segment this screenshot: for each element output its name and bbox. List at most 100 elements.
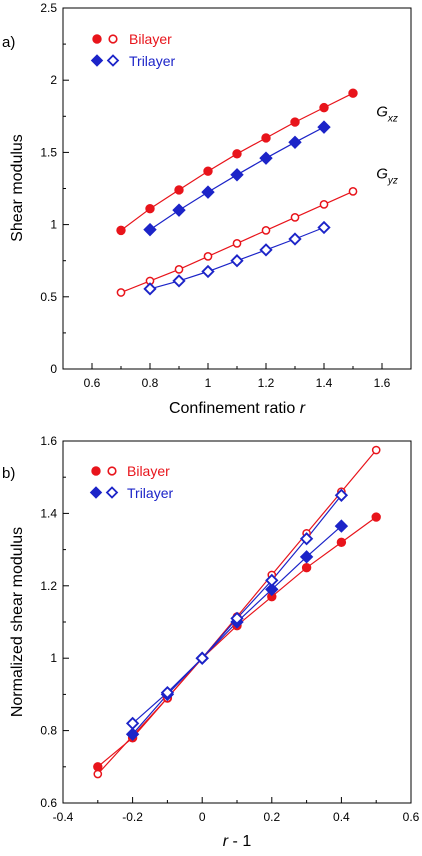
y-tick-label: 0.6 — [40, 796, 57, 810]
data-point-trilayer-xz — [334, 519, 349, 533]
legend-bilayer-filled-marker — [91, 466, 101, 476]
panel-a-chart: a) 0.6 0.8 1 1.2 1.4 1.600.511.522.5 Gxz Gyz … — [2, 1, 412, 417]
legend-trilayer-filled-marker — [90, 54, 104, 67]
x-tick-label: 0.8 — [142, 376, 159, 390]
panel-a-x-axis-label: Confinement ratio r — [169, 400, 306, 417]
y-tick-label: 0.5 — [40, 290, 57, 304]
data-point-trilayer-xz — [317, 120, 331, 134]
legend-bilayer-open-marker — [107, 466, 117, 476]
data-point-bilayer-yz — [261, 226, 271, 235]
data-point-bilayer-xz — [290, 117, 300, 127]
data-point-bilayer-xz — [371, 512, 381, 522]
legend-bilayer-filled-marker — [92, 34, 102, 44]
data-point-trilayer-yz — [230, 254, 244, 268]
series-line-bilayer-xz — [97, 516, 377, 768]
panel-b-y-axis-label: Normalized shear modulus — [9, 527, 26, 717]
data-point-trilayer-yz — [265, 573, 279, 588]
panel-b-axes: -0.4 -0.2 0 0.2 0.4 0.6 0.6 0.8 1 1.2 1.4 1.6 — [40, 434, 419, 824]
x-tick-label: 1 — [205, 376, 212, 390]
panel-b-x-axis-label: r - 1 — [223, 833, 252, 850]
y-tick-label: 0 — [50, 362, 57, 376]
y-tick-label: 1.5 — [40, 145, 57, 159]
data-point-bilayer-yz — [319, 200, 329, 209]
data-point-bilayer-yz — [174, 265, 184, 274]
x-tick-label: 0.2 — [263, 810, 280, 824]
x-tick-label: 0 — [199, 810, 206, 824]
data-point-trilayer-yz — [334, 488, 349, 502]
data-point-trilayer-yz — [143, 282, 157, 296]
data-point-bilayer-xz — [336, 537, 347, 548]
x-tick-label: 1.2 — [258, 376, 275, 390]
y-tick-label: 2.5 — [40, 1, 57, 15]
data-point-trilayer-xz — [230, 168, 244, 182]
data-point-trilayer-yz — [125, 716, 140, 731]
data-point-trilayer-yz — [230, 611, 244, 626]
data-point-bilayer-yz — [116, 288, 126, 297]
data-point-trilayer-xz — [143, 222, 157, 237]
panel-b-legend: Bilayer Trilayer — [89, 463, 173, 501]
data-point-bilayer-xz — [348, 88, 358, 98]
data-point-bilayer-yz — [348, 187, 358, 196]
data-point-trilayer-xz — [259, 151, 273, 165]
x-tick-label: -0.4 — [53, 810, 74, 824]
data-point-trilayer-yz — [160, 685, 175, 700]
y-tick-label: 1 — [50, 651, 57, 665]
data-point-bilayer-yz — [203, 252, 213, 261]
data-point-bilayer-xz — [203, 166, 213, 176]
x-tick-label: 1.4 — [316, 376, 333, 390]
panel-a-y-axis-label: Shear modulus — [9, 134, 26, 242]
annotation-g-yz: Gyz — [376, 165, 398, 186]
data-point-trilayer-yz — [201, 264, 215, 279]
data-point-trilayer-xz — [299, 550, 314, 564]
y-tick-label: 1.6 — [40, 434, 57, 448]
annotation-g-xz: Gxz — [376, 103, 398, 124]
y-tick-label: 1 — [50, 218, 57, 232]
y-tick-label: 1.2 — [40, 579, 57, 593]
panel-b-series-markers — [93, 445, 381, 779]
data-point-bilayer-xz — [174, 185, 184, 195]
x-tick-label: 0.6 — [403, 810, 420, 824]
data-point-trilayer-yz — [299, 532, 314, 546]
legend-bilayer-label: Bilayer — [129, 31, 172, 47]
data-point-bilayer-yz — [232, 239, 242, 248]
y-tick-label: 2 — [50, 73, 57, 87]
data-point-trilayer-yz — [259, 243, 273, 257]
data-point-bilayer-xz — [261, 133, 271, 143]
data-point-bilayer-xz — [301, 563, 312, 573]
legend-trilayer-label: Trilayer — [127, 485, 173, 501]
legend-trilayer-open-marker — [105, 486, 119, 499]
data-point-trilayer-yz — [288, 232, 302, 246]
data-point-bilayer-xz — [145, 204, 155, 214]
x-tick-label: 0.6 — [84, 376, 101, 390]
data-point-trilayer-xz — [265, 582, 279, 597]
data-point-bilayer-yz — [371, 445, 381, 455]
panel-a-axes: 0.6 0.8 1 1.2 1.4 1.6 0 0.5 1 1.5 2 2.5 — [40, 1, 390, 390]
data-point-trilayer-xz — [125, 727, 140, 741]
data-point-trilayer-xz — [201, 185, 215, 199]
x-tick-label: 0.4 — [333, 810, 350, 824]
data-point-trilayer-yz — [195, 651, 209, 665]
data-point-bilayer-xz — [116, 225, 126, 236]
data-point-bilayer-xz — [319, 102, 329, 113]
panel-b-label: b) — [2, 465, 15, 482]
panel-a-label: a) — [2, 34, 15, 51]
panel-b-chart: b) -0.4 -0.2 0 0.2 0.4 0.6 0.6 0.8 1 1.2 1.4 1.6 Bi… — [2, 434, 420, 850]
data-point-bilayer-yz — [93, 769, 103, 779]
data-point-trilayer-xz — [288, 135, 302, 149]
data-point-trilayer-yz — [172, 274, 186, 288]
x-tick-label: -0.2 — [122, 810, 143, 824]
y-tick-label: 1.4 — [40, 506, 57, 520]
data-point-bilayer-xz — [232, 149, 242, 159]
x-tick-label: 1.6 — [374, 376, 391, 390]
panel-a-legend: Bilayer Trilayer — [90, 31, 175, 69]
data-point-bilayer-yz — [290, 213, 300, 222]
panel-a-series-markers — [116, 88, 358, 297]
legend-trilayer-filled-marker — [89, 486, 103, 499]
legend-trilayer-open-marker — [106, 54, 120, 67]
legend-bilayer-open-marker — [108, 34, 118, 44]
y-tick-label: 0.8 — [40, 724, 57, 738]
data-point-trilayer-yz — [317, 220, 331, 235]
legend-bilayer-label: Bilayer — [127, 463, 170, 479]
series-line-bilayer-xz — [120, 92, 354, 231]
